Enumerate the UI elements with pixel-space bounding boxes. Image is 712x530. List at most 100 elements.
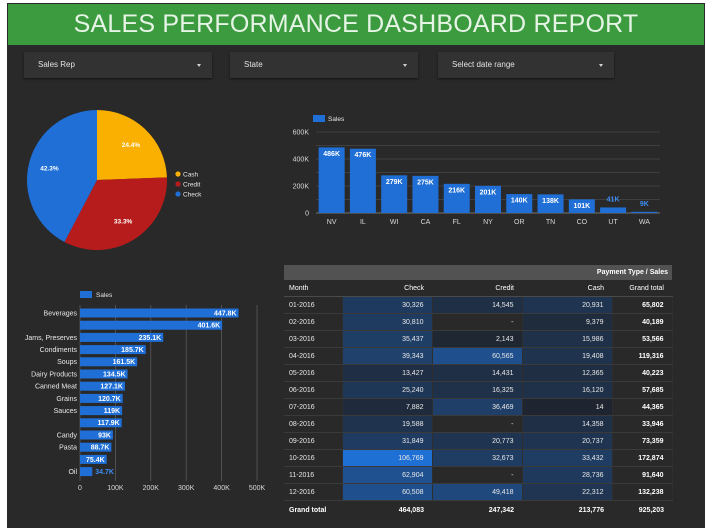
bar-il[interactable] <box>349 148 376 213</box>
table-cell: 73,359 <box>612 432 673 450</box>
bar-value-label: 185.7K <box>121 347 144 354</box>
category-bar[interactable] <box>80 320 223 330</box>
chevron-down-icon <box>599 64 603 67</box>
table-cell: - <box>432 313 523 331</box>
bar-co[interactable] <box>568 199 595 213</box>
table-cell: 32,673 <box>432 449 523 467</box>
table-row: 05-2016 13,427 14,431 12,365 40,223 <box>284 364 673 382</box>
table-row: 07-2016 7,882 36,469 14 44,365 <box>284 398 673 416</box>
table-row: 03-2016 35,437 2,143 15,986 53,566 <box>284 330 673 348</box>
x-tick-label: TN <box>546 219 555 226</box>
bar-fl[interactable] <box>443 183 470 213</box>
legend-label-credit: Credit <box>183 181 201 188</box>
table-cell: 30,810 <box>342 313 433 331</box>
grand-total-cell: 925,203 <box>612 500 672 519</box>
table-body: 01-2016 30,326 14,545 20,931 65,802 02-2016 30… <box>284 296 673 501</box>
x-tick-label: IL <box>360 219 366 226</box>
pie-slice-credit[interactable] <box>64 177 167 250</box>
sales-rep-filter[interactable]: Sales Rep <box>24 52 212 78</box>
bar-tn[interactable] <box>537 194 564 213</box>
table-cell: 106,769 <box>342 449 433 467</box>
month-cell: 09-2016 <box>284 432 343 450</box>
category-bar[interactable] <box>80 467 93 477</box>
table-cell: 35,437 <box>342 330 433 348</box>
category-bar[interactable] <box>80 308 239 318</box>
bar-ut[interactable] <box>600 207 627 213</box>
x-tick-label: CA <box>421 219 431 226</box>
chevron-down-icon <box>403 64 407 67</box>
table-caption-row: Payment Type / Sales <box>284 265 672 280</box>
date-range-filter-label: Select date range <box>452 60 515 69</box>
category-bar[interactable] <box>80 332 164 342</box>
table-cell: - <box>432 415 523 433</box>
pie-slice-check[interactable] <box>27 110 97 242</box>
column-header-check[interactable]: Check <box>342 280 432 297</box>
category-bar[interactable] <box>80 369 128 379</box>
month-cell: 06-2016 <box>284 381 343 399</box>
bar-wi[interactable] <box>381 175 408 213</box>
category-bar[interactable] <box>80 357 138 367</box>
bar-value-label: 134.5K <box>103 371 126 378</box>
category-bar[interactable] <box>80 381 125 391</box>
legend-label-check: Check <box>183 191 202 198</box>
bar-value-label: 161.5K <box>113 359 136 366</box>
category-label: Jams, Preserves <box>25 335 78 342</box>
table-cell: 91,640 <box>612 466 673 484</box>
bar-value-label: 41K <box>607 196 620 203</box>
table-cell: 20,773 <box>432 432 523 450</box>
table-cell: 20,737 <box>522 432 613 450</box>
state-filter[interactable]: State <box>230 52 418 78</box>
x-tick-label: NV <box>327 219 337 226</box>
bar-nv[interactable] <box>318 147 345 213</box>
legend-swatch-credit <box>175 181 181 187</box>
pie-slice-cash[interactable] <box>97 110 167 180</box>
x-tick-label: 300K <box>178 485 195 492</box>
column-header-month[interactable]: Month <box>284 280 342 297</box>
category-label: Soups <box>57 359 77 366</box>
bar-value-label: 120.7K <box>98 396 121 403</box>
category-bar[interactable] <box>80 345 146 355</box>
x-tick-label: 0 <box>78 485 82 492</box>
month-cell: 11-2016 <box>284 466 343 484</box>
grand-total-cell: 213,776 <box>522 500 612 519</box>
category-bar[interactable] <box>80 406 123 416</box>
column-header-credit[interactable]: Credit <box>432 280 522 297</box>
table-cell: 14,358 <box>522 415 613 433</box>
bar-value-label: 9K <box>640 201 649 208</box>
bar-ny[interactable] <box>475 185 501 213</box>
x-tick-label: 500K <box>249 485 266 492</box>
table-cell: 20,931 <box>522 296 613 314</box>
category-label: Canned Meat <box>35 384 77 391</box>
category-label: Oil <box>68 469 77 476</box>
legend-label-sales: Sales <box>96 292 113 299</box>
month-cell: 02-2016 <box>284 313 343 331</box>
table-total-row: Grand total 464,083 247,342 213,776 925,203 <box>284 500 672 519</box>
bar-wa[interactable] <box>631 211 658 213</box>
date-range-filter[interactable]: Select date range <box>438 52 614 78</box>
grand-total-label: Grand total <box>284 500 342 519</box>
table-cell: 53,566 <box>612 330 673 348</box>
category-bar[interactable] <box>80 393 123 403</box>
table-row: 10-2016 106,769 32,673 33,432 172,874 <box>284 449 673 467</box>
column-header-grand-total[interactable]: Grand total <box>612 280 672 297</box>
table-title: Payment Type / Sales <box>284 265 672 280</box>
pie-label-credit: 33.3% <box>114 219 133 226</box>
category-bar[interactable] <box>80 418 122 428</box>
month-cell: 07-2016 <box>284 398 343 416</box>
legend-label-sales: Sales <box>328 116 345 123</box>
table-row: 01-2016 30,326 14,545 20,931 65,802 <box>284 296 673 314</box>
bar-value-label: 140K <box>511 198 528 205</box>
bar-or[interactable] <box>506 194 533 213</box>
category-bar[interactable] <box>80 454 107 464</box>
month-cell: 05-2016 <box>284 364 343 382</box>
sales-by-category-bar-chart: Sales 0 100K 200K 300K 400K 500K Beverages 447.… <box>25 291 266 492</box>
bar-ca[interactable] <box>412 175 439 213</box>
table-cell: 2,143 <box>432 330 523 348</box>
bar-value-label: 127.1K <box>100 384 123 391</box>
month-cell: 08-2016 <box>284 415 343 433</box>
category-bar[interactable] <box>80 442 112 452</box>
category-bar[interactable] <box>80 430 113 440</box>
table-cell: 19,408 <box>522 347 613 365</box>
table-header-row: Month Check Credit Cash Grand total <box>284 280 672 297</box>
column-header-cash[interactable]: Cash <box>522 280 612 297</box>
